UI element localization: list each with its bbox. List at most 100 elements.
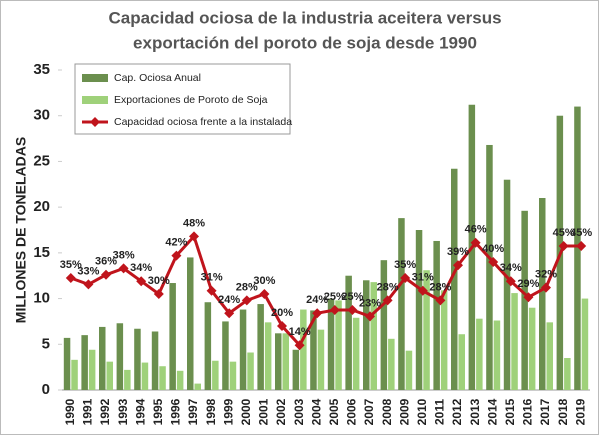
y-tick-label: 15 xyxy=(33,244,50,261)
data-label: 33% xyxy=(77,265,99,277)
marker xyxy=(65,273,76,283)
marker xyxy=(382,295,393,306)
x-tick-label: 2009 xyxy=(397,398,411,425)
bar xyxy=(380,260,388,390)
data-label: 45% xyxy=(570,227,592,239)
bar xyxy=(151,331,159,390)
bar xyxy=(300,309,307,390)
bar xyxy=(264,322,272,390)
bar xyxy=(405,350,413,390)
bar xyxy=(546,322,553,390)
x-tick-label: 2017 xyxy=(538,398,552,425)
marker xyxy=(206,285,217,296)
chart-title: Capacidad ociosa de la industria aceiter… xyxy=(108,8,501,27)
bar xyxy=(458,334,465,390)
bar xyxy=(327,298,335,390)
x-tick-label: 2004 xyxy=(309,398,323,425)
x-tick-label: 1993 xyxy=(116,398,130,425)
data-label: 46% xyxy=(465,224,487,236)
data-label: 35% xyxy=(394,259,416,271)
data-label: 48% xyxy=(183,217,205,229)
data-label: 24% xyxy=(218,294,240,306)
data-label: 25% xyxy=(324,291,346,303)
data-label: 24% xyxy=(306,294,328,306)
bar xyxy=(257,304,264,390)
x-tick-label: 1992 xyxy=(98,398,112,425)
legend-label: Exportaciones de Poroto de Soja xyxy=(114,94,268,106)
bar xyxy=(388,338,395,390)
bar xyxy=(335,300,342,390)
x-tick-label: 1994 xyxy=(133,398,147,425)
marker xyxy=(241,295,252,306)
x-tick-label: 2015 xyxy=(503,398,517,425)
bar xyxy=(352,317,360,390)
marker xyxy=(488,257,499,267)
x-tick-label: 2011 xyxy=(433,399,447,425)
y-tick-label: 0 xyxy=(42,381,50,398)
marker xyxy=(470,237,481,248)
marker xyxy=(329,305,340,315)
bar xyxy=(194,383,201,390)
marker xyxy=(189,231,199,242)
data-label: 42% xyxy=(165,237,187,249)
data-label: 34% xyxy=(130,262,152,274)
data-label: 40% xyxy=(482,243,504,255)
data-label: 20% xyxy=(271,307,293,319)
bar xyxy=(539,198,546,390)
data-label: 14% xyxy=(289,326,311,338)
bar xyxy=(370,282,377,390)
bar xyxy=(528,307,536,390)
x-tick-label: 2013 xyxy=(468,398,482,425)
x-tick-label: 1996 xyxy=(169,398,183,425)
x-tick-label: 2000 xyxy=(239,398,253,425)
bar xyxy=(574,106,581,391)
x-tick-label: 2005 xyxy=(327,398,341,425)
bar xyxy=(292,349,300,390)
y-tick-label: 10 xyxy=(33,290,50,307)
bar xyxy=(398,218,405,390)
marker xyxy=(118,263,129,274)
bar xyxy=(124,369,131,390)
marker xyxy=(259,289,270,299)
bar xyxy=(451,168,458,390)
bar xyxy=(239,309,247,390)
bar xyxy=(99,326,106,390)
marker xyxy=(541,282,551,293)
x-tick-label: 2002 xyxy=(274,398,288,425)
data-label: 39% xyxy=(447,246,469,258)
marker xyxy=(505,276,516,287)
y-tick-label: 5 xyxy=(42,335,50,352)
x-tick-label: 2014 xyxy=(485,398,499,425)
x-tick-label: 2016 xyxy=(521,398,535,425)
bar xyxy=(423,270,430,390)
data-label: 32% xyxy=(535,269,557,281)
x-tick-label: 1995 xyxy=(151,398,165,425)
data-label: 29% xyxy=(517,278,539,290)
x-tick-label: 1997 xyxy=(186,398,200,425)
bar xyxy=(363,280,370,390)
x-tick-label: 2018 xyxy=(556,398,570,425)
x-tick-label: 2008 xyxy=(380,398,394,425)
marker xyxy=(417,285,428,296)
bar xyxy=(282,333,289,390)
bar xyxy=(81,335,88,390)
y-tick-label: 25 xyxy=(33,152,50,169)
bar xyxy=(106,361,113,390)
bar xyxy=(521,210,528,390)
bar xyxy=(564,358,571,390)
bar xyxy=(581,298,589,390)
data-label: 31% xyxy=(412,272,434,284)
marker xyxy=(558,241,569,251)
x-tick-label: 2019 xyxy=(573,398,587,425)
data-label: 30% xyxy=(148,275,170,287)
marker xyxy=(347,305,358,315)
bar xyxy=(345,275,352,390)
bar xyxy=(476,318,483,390)
y-axis-label: MILLONES DE TONELADAS xyxy=(13,137,29,323)
x-tick-label: 2007 xyxy=(362,398,376,425)
marker xyxy=(277,321,287,331)
legend-label: Capacidad ociosa frente a la instalada xyxy=(114,116,292,128)
x-tick-label: 2010 xyxy=(415,398,429,425)
marker xyxy=(576,241,587,251)
